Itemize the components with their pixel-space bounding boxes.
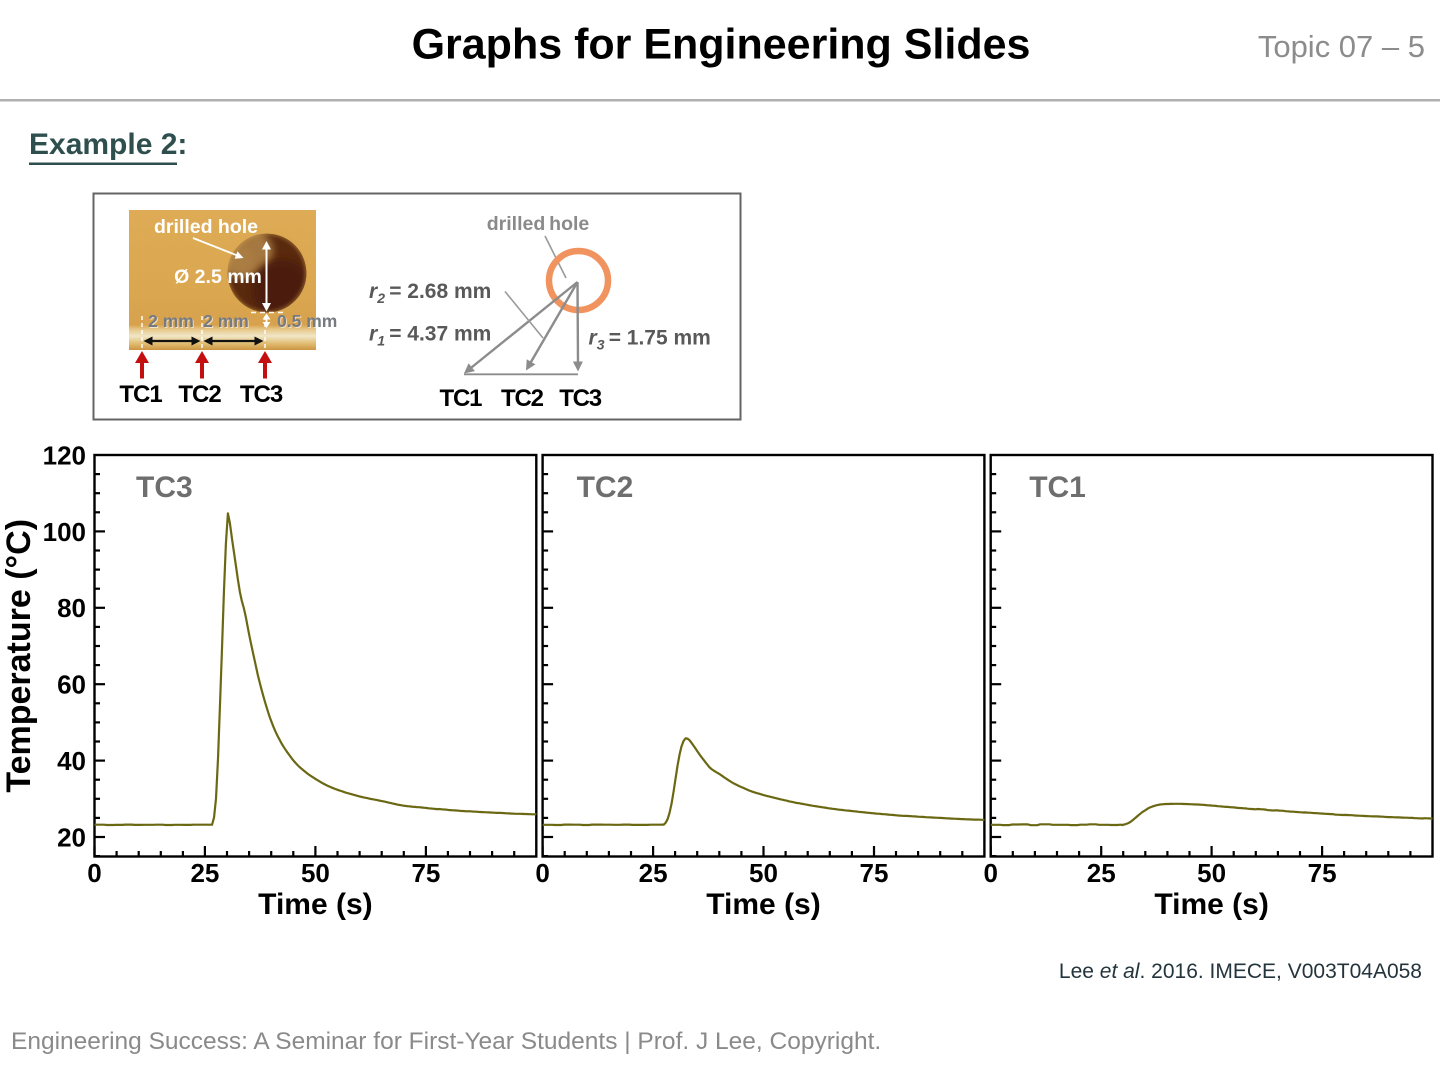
svg-text:r1 = 4.37 mm: r1 = 4.37 mm — [369, 323, 491, 349]
svg-text:25: 25 — [639, 858, 668, 888]
svg-text:0.5 mm: 0.5 mm — [277, 311, 337, 331]
svg-text:Engineering Success: A Seminar: Engineering Success: A Seminar for First… — [11, 1028, 881, 1055]
svg-text:2 mm: 2 mm — [148, 311, 194, 331]
svg-text:80: 80 — [57, 593, 86, 623]
svg-text:Graphs for Engineering Slides: Graphs for Engineering Slides — [412, 21, 1031, 69]
svg-text:TC2: TC2 — [577, 471, 634, 504]
svg-text:drilled hole: drilled hole — [487, 213, 590, 235]
svg-text:100: 100 — [43, 517, 86, 547]
svg-text:Example 2:: Example 2: — [29, 128, 187, 161]
svg-text:TC3: TC3 — [136, 471, 193, 504]
svg-text:120: 120 — [43, 440, 86, 470]
svg-text:2 mm: 2 mm — [204, 312, 250, 332]
svg-text:50: 50 — [301, 858, 330, 888]
svg-text:Lee et al. 2016. IMECE, V003T0: Lee et al. 2016. IMECE, V003T04A058 — [1059, 960, 1422, 983]
svg-text:r3 = 1.75 mm: r3 = 1.75 mm — [589, 327, 711, 353]
svg-text:25: 25 — [190, 858, 219, 888]
svg-text:TC2: TC2 — [178, 381, 221, 408]
svg-text:Time (s): Time (s) — [258, 888, 372, 921]
svg-text:0.5 mm: 0.5 mm — [278, 312, 338, 332]
svg-text:TC3: TC3 — [559, 385, 602, 412]
svg-text:60: 60 — [57, 670, 86, 700]
svg-text:75: 75 — [411, 858, 440, 888]
svg-text:Time (s): Time (s) — [706, 888, 820, 921]
svg-text:drilled hole: drilled hole — [154, 216, 258, 238]
svg-text:TC1: TC1 — [440, 385, 483, 412]
svg-text:Time (s): Time (s) — [1154, 888, 1268, 921]
svg-text:40: 40 — [57, 746, 86, 776]
svg-text:50: 50 — [1197, 858, 1226, 888]
svg-text:TC1: TC1 — [119, 381, 162, 408]
svg-text:2 mm: 2 mm — [203, 311, 249, 331]
svg-text:0: 0 — [535, 858, 549, 888]
svg-text:TC3: TC3 — [240, 381, 283, 408]
svg-text:TC1: TC1 — [1029, 471, 1086, 504]
svg-text:Temperature (°C): Temperature (°C) — [0, 519, 38, 793]
svg-text:25: 25 — [1087, 858, 1116, 888]
svg-text:Ø 2.5 mm: Ø 2.5 mm — [174, 266, 262, 288]
svg-text:0: 0 — [87, 858, 101, 888]
svg-text:0: 0 — [983, 858, 997, 888]
svg-text:75: 75 — [860, 858, 889, 888]
svg-text:75: 75 — [1308, 858, 1337, 888]
svg-text:20: 20 — [57, 822, 86, 852]
svg-text:TC2: TC2 — [501, 385, 544, 412]
svg-text:r2 = 2.68 mm: r2 = 2.68 mm — [369, 280, 491, 306]
svg-text:Topic 07 – 5: Topic 07 – 5 — [1258, 29, 1425, 64]
svg-text:50: 50 — [749, 858, 778, 888]
svg-text:2 mm: 2 mm — [149, 312, 195, 332]
